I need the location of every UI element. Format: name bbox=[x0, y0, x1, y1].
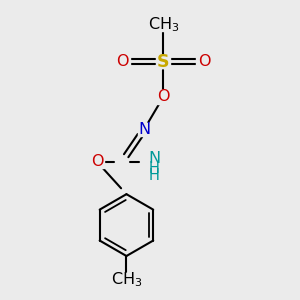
Text: H: H bbox=[149, 168, 160, 183]
Bar bbox=[114, 55, 130, 68]
Bar bbox=[157, 55, 170, 68]
Text: CH$_3$: CH$_3$ bbox=[111, 270, 142, 289]
Bar bbox=[116, 273, 137, 286]
Text: N: N bbox=[138, 122, 150, 137]
Bar bbox=[148, 163, 161, 173]
Bar bbox=[138, 123, 150, 136]
Text: O: O bbox=[198, 54, 211, 69]
Bar bbox=[152, 18, 174, 32]
Text: CH$_3$: CH$_3$ bbox=[148, 16, 179, 34]
Text: S: S bbox=[157, 53, 169, 71]
Text: H: H bbox=[149, 161, 160, 176]
Text: O: O bbox=[157, 89, 169, 104]
Text: O: O bbox=[91, 154, 103, 169]
Text: N: N bbox=[148, 151, 160, 166]
Bar bbox=[196, 55, 213, 68]
Bar bbox=[90, 156, 104, 168]
Bar bbox=[157, 90, 170, 104]
Bar bbox=[146, 153, 163, 165]
Text: O: O bbox=[116, 54, 128, 69]
